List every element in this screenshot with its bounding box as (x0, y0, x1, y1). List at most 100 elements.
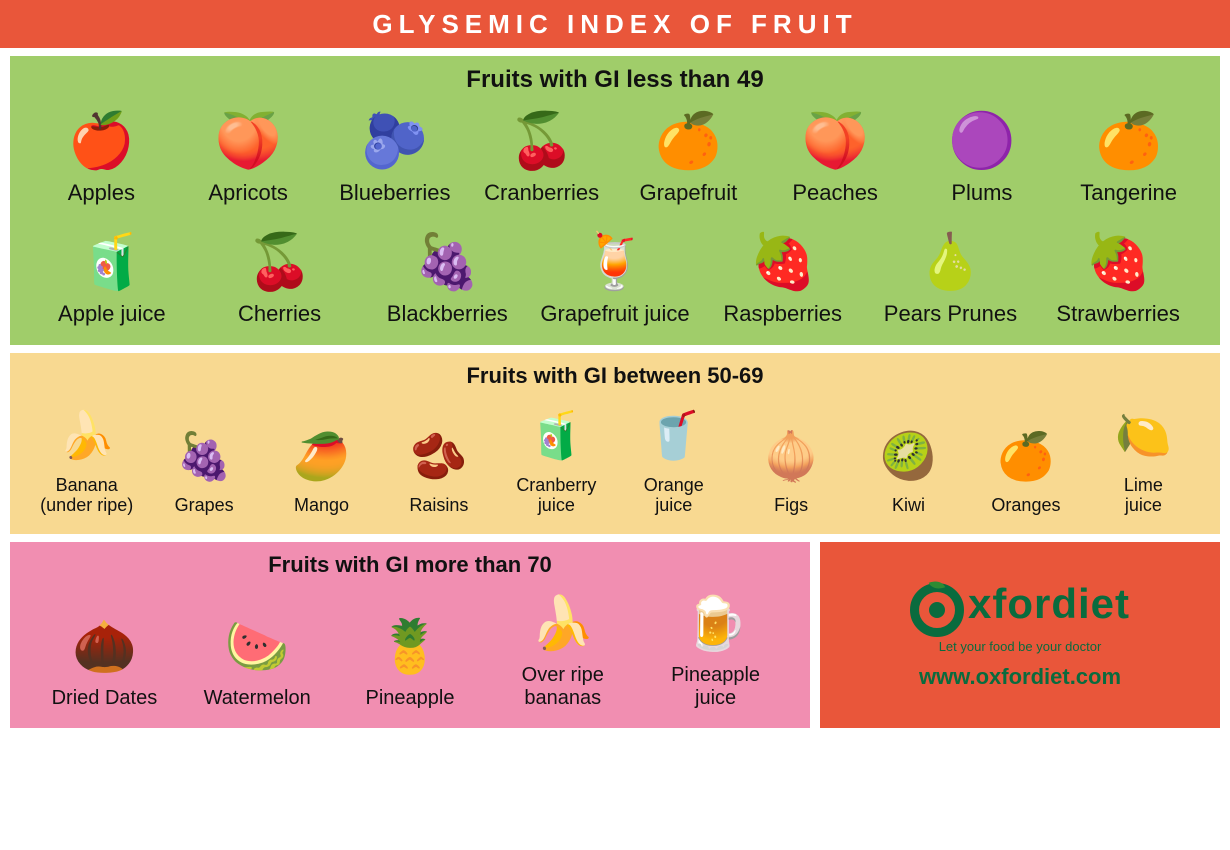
fruit-label: Lime juice (1124, 475, 1163, 516)
fruit-label: Pears Prunes (884, 301, 1017, 326)
fruit-item: 🍌Banana (under ripe) (28, 397, 145, 520)
fruit-label: Over ripe bananas (522, 664, 604, 710)
fruit-label: Figs (774, 495, 808, 516)
fruit-item: 🧅 Figs (732, 417, 849, 520)
fruit-icon: 🥭 (282, 421, 362, 491)
fruit-icon: 🟣 (942, 106, 1022, 176)
fruit-icon: 🍎 (61, 106, 141, 176)
fruit-label: Orange juice (644, 475, 704, 516)
fruit-item: 🧃Cranberry juice (498, 397, 615, 520)
fruit-item: 🍊 Oranges (967, 417, 1084, 520)
fruit-label: Dried Dates (52, 687, 158, 710)
fruit-label: Apple juice (58, 301, 166, 326)
fruit-label: Pineapple (366, 687, 455, 710)
fruit-item: 🍒 Cranberries (468, 102, 615, 209)
fruit-label: Plums (951, 180, 1012, 205)
fruit-item: 🍇 Blackberries (363, 223, 531, 330)
fruit-icon: 🍓 (1078, 227, 1158, 297)
brand-logo-text: xfordiet (968, 580, 1130, 628)
fruit-icon: 🥤 (634, 401, 714, 471)
fruit-icon: 🍊 (986, 421, 1066, 491)
fruit-icon: 🍊 (1089, 106, 1169, 176)
panel-mid-gi: Fruits with GI between 50-69 🍌Banana (un… (10, 353, 1220, 534)
fruit-item: 🥭 Mango (263, 417, 380, 520)
fruit-icon: 🍑 (795, 106, 875, 176)
fruit-item: 🍹 Grapefruit juice (531, 223, 699, 330)
fruit-icon: 🍉 (217, 613, 297, 683)
fruit-icon: 🧃 (516, 401, 596, 471)
fruit-item: 🍒Cherries (196, 223, 364, 330)
fruit-item: 🍊 Grapefruit (615, 102, 762, 209)
low-gi-row-1: 🍎 Apples 🍑 Apricots 🫐 Blueberries 🍒 Cranberries… (28, 102, 1202, 209)
fruit-label: Grapefruit (639, 180, 737, 205)
fruit-icon: 🍇 (407, 227, 487, 297)
fruit-icon: 🍇 (164, 421, 244, 491)
brand-box: xfordiet Let your food be your doctor ww… (820, 542, 1220, 728)
brand-url: www.oxfordiet.com (919, 664, 1121, 690)
fruit-item: 🍋 Lime juice (1085, 397, 1202, 520)
panel-mid-heading: Fruits with GI between 50-69 (28, 363, 1202, 389)
fruit-item: 🫘Raisins (380, 417, 497, 520)
fruit-label: Blueberries (339, 180, 450, 205)
fruit-icon: 🫐 (355, 106, 435, 176)
fruit-label: Cranberry juice (516, 475, 596, 516)
fruit-icon: 🍐 (910, 227, 990, 297)
fruit-icon: 🍺 (676, 590, 756, 660)
fruit-item: 🍊 Tangerine (1055, 102, 1202, 209)
brand-logo: xfordiet (910, 580, 1130, 637)
fruit-item: 🧃Apple juice (28, 223, 196, 330)
fruit-item: 🥤Orange juice (615, 397, 732, 520)
fruit-item: 🍎 Apples (28, 102, 175, 209)
mid-gi-row-1: 🍌Banana (under ripe) 🍇 Grapes 🥭 Mango 🫘Raisin… (28, 397, 1202, 520)
fruit-icon: 🍓 (743, 227, 823, 297)
fruit-icon: 🍹 (575, 227, 655, 297)
fruit-icon: 🥝 (869, 421, 949, 491)
fruit-label: Strawberries (1056, 301, 1179, 326)
fruit-label: Mango (294, 495, 349, 516)
fruit-item: 🍇 Grapes (145, 417, 262, 520)
fruit-item: 🍍 Pineapple (334, 609, 487, 714)
fruit-label: Banana (under ripe) (40, 475, 133, 516)
fruit-item: 🍓 Strawberries (1034, 223, 1202, 330)
fruit-icon: 🧅 (751, 421, 831, 491)
fruit-item: 🍌Over ripe bananas (486, 586, 639, 714)
fruit-item: 🟣 Plums (909, 102, 1056, 209)
fruit-item: 🍑 Apricots (175, 102, 322, 209)
fruit-label: Raspberries (723, 301, 842, 326)
fruit-icon: 🫘 (399, 421, 479, 491)
fruit-label: Grapes (175, 495, 234, 516)
fruit-item: 🍓 Raspberries (699, 223, 867, 330)
fruit-label: Blackberries (387, 301, 508, 326)
fruit-label: Tangerine (1080, 180, 1177, 205)
fruit-label: Pineapple juice (671, 664, 760, 710)
fruit-label: Oranges (991, 495, 1060, 516)
fruit-label: Grapefruit juice (540, 301, 689, 326)
fruit-icon: 🍌 (523, 590, 603, 660)
fruit-icon: 🌰 (64, 613, 144, 683)
fruit-label: Apricots (208, 180, 287, 205)
fruit-item: 🫐 Blueberries (322, 102, 469, 209)
bottom-row: Fruits with GI more than 70 🌰Dried Dates… (10, 542, 1220, 728)
fruit-item: 🌰 Dried Dates (28, 609, 181, 714)
fruit-label: Peaches (792, 180, 878, 205)
fruit-label: Apples (68, 180, 135, 205)
fruit-icon: 🍍 (370, 613, 450, 683)
fruit-icon: 🍊 (648, 106, 728, 176)
fruit-label: Kiwi (892, 495, 925, 516)
panel-low-heading: Fruits with GI less than 49 (28, 66, 1202, 94)
panel-low-gi: Fruits with GI less than 49 🍎 Apples 🍑 Apri… (10, 56, 1220, 345)
fruit-icon: 🍑 (208, 106, 288, 176)
fruit-label: Watermelon (204, 687, 311, 710)
fruit-label: Cranberries (484, 180, 599, 205)
brand-logo-o-icon (910, 583, 964, 637)
fruit-item: 🍑 Peaches (762, 102, 909, 209)
fruit-icon: 🍒 (502, 106, 582, 176)
fruit-item: 🍉 Watermelon (181, 609, 334, 714)
fruit-icon: 🍌 (47, 401, 127, 471)
low-gi-row-2: 🧃Apple juice🍒Cherries 🍇 Blackberries 🍹 Grape… (28, 223, 1202, 330)
fruit-item: 🍐 Pears Prunes (867, 223, 1035, 330)
fruit-icon: 🍋 (1103, 401, 1183, 471)
fruit-icon: 🍒 (240, 227, 320, 297)
high-gi-row-1: 🌰 Dried Dates 🍉 Watermelon 🍍 Pineapple 🍌Over r… (28, 586, 792, 714)
panel-high-gi: Fruits with GI more than 70 🌰Dried Dates… (10, 542, 810, 728)
